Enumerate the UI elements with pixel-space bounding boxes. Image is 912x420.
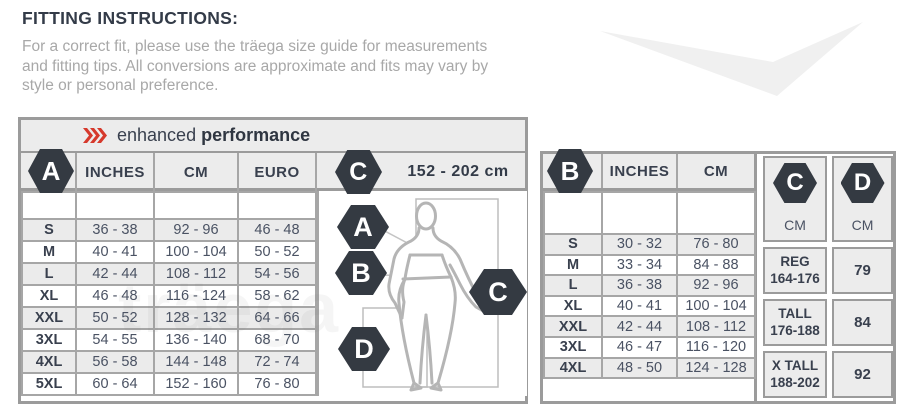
c-unit-label: CM [784, 217, 806, 233]
body-measurement-diagram: A B C D [317, 191, 527, 396]
table-row: S 30 - 32 76 - 80 [543, 233, 756, 256]
page-title: FITTING INSTRUCTIONS: [22, 8, 239, 28]
figure-a-label: A [353, 212, 373, 242]
waist-size-table-group: B INCHES CM S 30 - 32 76 - 80 M 33 - 34 84 -… [540, 149, 896, 404]
d-unit-label: CM [851, 217, 874, 233]
brand-word-performance: performance [201, 125, 311, 145]
table-row: M 33 - 34 84 - 88 [543, 253, 756, 277]
enhanced-performance-banner: enhanced performance [21, 120, 525, 153]
chest-size-grid: S 36 - 38 92 - 96 46 - 48 M 40 - 41 100 - 104… [21, 190, 317, 397]
height-range-label: 152 - 202 cm [407, 163, 509, 180]
d-column-header: D CM [832, 156, 893, 242]
figure-d-badge [338, 327, 390, 371]
inches-column-header: INCHES [601, 154, 676, 188]
brand-word-enhanced: enhanced [117, 125, 197, 145]
d-cell-reg: 79 [832, 247, 893, 294]
table-row [543, 191, 756, 235]
left-table-header: A INCHES CM EURO C 152 - 202 cm [21, 149, 525, 194]
inches-column-header: INCHES [75, 153, 153, 191]
measure-c-badge: C [335, 150, 382, 194]
measure-d-badge: D [840, 163, 885, 203]
table-row: L 42 - 44 108 - 112 54 - 56 [21, 262, 317, 287]
right-table-header: B INCHES CM [543, 149, 754, 193]
c-cell-reg: REG 164-176 [763, 247, 827, 294]
body-figure-icon: A B C D [335, 198, 527, 392]
c-column-header: C CM [763, 156, 827, 242]
table-row: 3XL 46 - 47 116 - 120 [543, 335, 756, 359]
euro-column-header: EURO [237, 153, 315, 191]
d-cell-xtall: 92 [832, 351, 893, 398]
table-row: XL 40 - 41 100 - 104 [543, 294, 756, 318]
table-row: 5XL 60 - 64 152 - 160 76 - 80 [21, 371, 317, 397]
measure-c-badge: C [773, 163, 817, 203]
table-row: XL 46 - 48 116 - 124 58 - 62 [21, 284, 317, 309]
d-cell-tall: 84 [832, 299, 893, 346]
c-cell-xtall: X TALL 188-202 [763, 351, 827, 398]
table-row: M 40 - 41 100 - 104 50 - 52 [21, 240, 317, 265]
table-row: 4XL 56 - 58 144 - 148 72 - 74 [21, 350, 317, 374]
table-row: XXL 50 - 52 128 - 132 64 - 66 [21, 306, 317, 331]
figure-b-label: B [351, 258, 371, 288]
height-header: C 152 - 202 cm [315, 150, 525, 194]
table-row: 4XL 48 - 50 124 - 128 [543, 356, 756, 380]
triple-chevron-right-icon [83, 128, 109, 143]
figure-c-badge [469, 269, 527, 315]
cm-column-header: CM [676, 154, 754, 188]
figure-b-badge [335, 251, 387, 295]
c-cell-tall: TALL 176-188 [763, 299, 827, 346]
table-row: 3XL 54 - 55 136 - 140 68 - 70 [21, 328, 317, 353]
table-row: L 36 - 38 92 - 96 [543, 274, 756, 297]
figure-a-badge [337, 205, 389, 249]
figure-d-label: D [354, 334, 374, 364]
table-row [21, 190, 317, 221]
figure-c-label: C [488, 277, 508, 307]
cm-column-header: CM [153, 153, 237, 191]
waist-size-table: B INCHES CM S 30 - 32 76 - 80 M 33 - 34 84 -… [543, 149, 757, 401]
waist-size-grid: S 30 - 32 76 - 80 M 33 - 34 84 - 88 L 36 - 38… [543, 191, 756, 380]
brand-chevron-watermark-icon [595, 16, 875, 109]
intro-paragraph: For a correct fit, please use the träega… [22, 38, 489, 94]
chest-size-table: enhanced performance A INCHES CM EURO C … [18, 117, 528, 404]
table-row: XXL 42 - 44 108 - 112 [543, 315, 756, 338]
table-row: S 36 - 38 92 - 96 46 - 48 [21, 218, 317, 243]
